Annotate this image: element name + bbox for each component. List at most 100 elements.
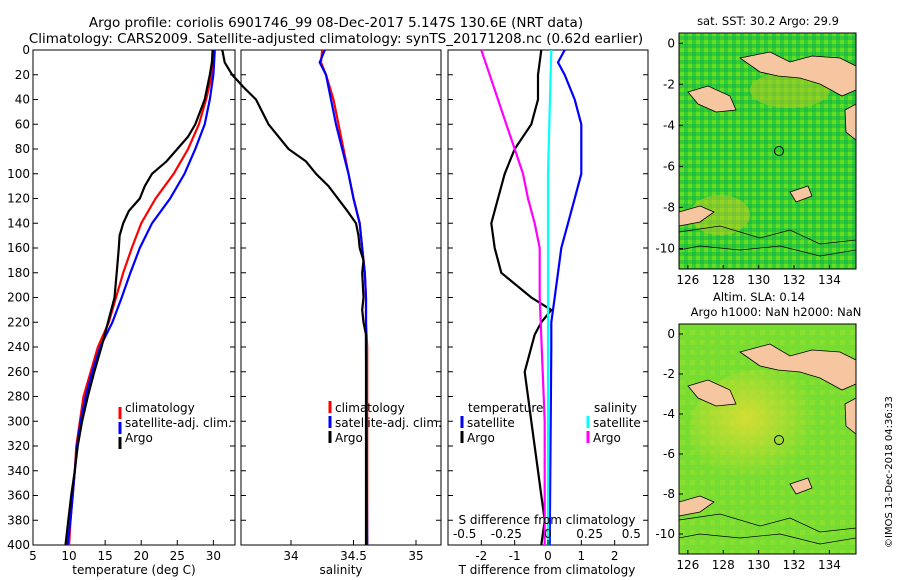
legend-satellite-label: satellite-adj. clim.: [125, 416, 232, 430]
depth-tick-label: 40: [15, 93, 30, 107]
latitude-tick-label: 0: [667, 36, 675, 50]
x-tick-label: 34: [283, 549, 298, 563]
figure-title-line-1: Argo profile: coriolis 6901746_99 08-Dec…: [89, 15, 583, 31]
difference-series: [480, 49, 583, 546]
x-tick-label: 34.5: [340, 549, 367, 563]
t-difference-axis: -2 -1 0 1 2: [475, 540, 618, 563]
salinity-series: [221, 49, 369, 546]
depth-tick-label: 180: [7, 266, 30, 280]
temperature-axis-label: temperature (deg C): [72, 563, 195, 577]
s-difference-axis-label: S difference from climatology: [459, 513, 636, 527]
salinity-plot-frame: [240, 49, 442, 546]
longitude-tick-label: 130: [747, 558, 770, 572]
depth-tick-label: 380: [7, 513, 30, 527]
longitude-tick-label: 132: [783, 273, 806, 287]
x-tick-label: 10: [61, 549, 76, 563]
longitude-tick-label: 134: [818, 558, 841, 572]
salinity-panel: 34 34.5 35 salinity climatology satellite-…: [221, 49, 442, 577]
depth-tick-label: 260: [7, 365, 30, 379]
longitude-tick-label: 128: [712, 558, 735, 572]
series-line-argo: [64, 49, 214, 546]
s-diff-tick-label: -0.5: [453, 527, 476, 541]
latitude-tick-label: -10: [655, 241, 675, 255]
difference-depth-ticks: [448, 49, 648, 546]
latitude-tick-label: -10: [655, 527, 675, 541]
latitude-tick-label: -2: [663, 77, 675, 91]
depth-tick-label: 140: [7, 216, 30, 230]
salinity-legend: climatology satellite-adj. clim. Argo: [328, 401, 442, 445]
depth-tick-label: 220: [7, 315, 30, 329]
argo-position-marker: [774, 146, 784, 156]
latitude-tick-label: -2: [663, 367, 675, 381]
latitude-tick-label: -6: [663, 447, 675, 461]
s-diff-tick-label: -0.25: [491, 527, 522, 541]
x-tick-label: 20: [134, 549, 149, 563]
depth-tick-label: 0: [22, 43, 30, 57]
depth-axis: 0 20 40 60 80 100 120 140 160 180 200 220 240 260 280 3…: [7, 43, 235, 552]
x-tick-label: 0: [544, 549, 552, 563]
depth-tick-label: 360: [7, 489, 30, 503]
legend-satellite-label: satellite-adj. clim.: [335, 416, 442, 430]
figure-title-line-2: Climatology: CARS2009. Satellite-adjuste…: [29, 31, 643, 47]
s-diff-tick-label: 0.25: [576, 527, 603, 541]
sla-map-title-line-1: Altim. SLA: 0.14: [713, 290, 805, 304]
x-tick-label: 30: [206, 549, 221, 563]
series-line-s-satellite: [546, 49, 553, 545]
salinity-axis: 34 34.5 35: [283, 540, 424, 563]
depth-tick-label: 120: [7, 192, 30, 206]
sla-map-panel: Altim. SLA: 0.14 Argo h1000: NaN h2000: …: [655, 290, 861, 572]
legend-salinity-title: salinity: [594, 401, 637, 415]
s-diff-tick-label: 0: [544, 527, 552, 541]
legend-t-argo-label: Argo: [467, 431, 495, 445]
sla-map-frame: [678, 323, 857, 555]
x-tick-label: 5: [29, 549, 37, 563]
latitude-tick-label: -8: [663, 200, 675, 214]
latitude-tick-label: -4: [663, 407, 675, 421]
depth-tick-label: 300: [7, 414, 30, 428]
sst-map-axes: 126 128 130 132 134 0 -2 -4 -6 -8 -10: [655, 36, 841, 287]
temperature-panel: 0 20 40 60 80 100 120 140 160 180 200 220 240 260 280 3…: [7, 43, 236, 577]
land-mass: [687, 379, 737, 407]
sst-map-frame: [678, 32, 857, 270]
series-line-satellite-adj-clim-: [318, 49, 369, 546]
depth-tick-label: 340: [7, 464, 30, 478]
x-tick-label: 25: [170, 549, 185, 563]
depth-tick-label: 280: [7, 390, 30, 404]
longitude-tick-label: 126: [676, 273, 699, 287]
series-line-argo: [221, 49, 368, 545]
depth-tick-label: 320: [7, 439, 30, 453]
land-mass: [687, 85, 737, 113]
latitude-tick-label: -6: [663, 159, 675, 173]
depth-tick-label: 60: [15, 117, 30, 131]
legend-argo-label: Argo: [335, 431, 363, 445]
series-line-t-satellite: [548, 49, 583, 546]
imos-watermark: ©IMOS 13-Dec-2018 04:36:33: [884, 396, 895, 548]
latitude-tick-label: -4: [663, 118, 675, 132]
longitude-tick-label: 128: [712, 273, 735, 287]
salinity-depth-ticks: [241, 49, 441, 546]
sst-map-title: sat. SST: 30.2 Argo: 29.9: [697, 14, 839, 28]
land-mass: [789, 185, 813, 203]
longitude-tick-label: 130: [747, 273, 770, 287]
x-tick-label: 35: [408, 549, 423, 563]
x-tick-label: 2: [611, 549, 619, 563]
x-tick-label: 1: [578, 549, 586, 563]
depth-tick-label: 200: [7, 291, 30, 305]
legend-climatology-label: climatology: [125, 401, 195, 415]
depth-tick-label: 100: [7, 167, 30, 181]
x-tick-label: -1: [509, 549, 521, 563]
legend-temperature-title: temperature: [468, 401, 543, 415]
legend-climatology-label: climatology: [335, 401, 405, 415]
difference-legend: temperature salinity satellite Argo sate…: [460, 401, 641, 445]
legend-s-argo-label: Argo: [593, 431, 621, 445]
series-line-t-argo: [490, 49, 553, 546]
sla-map-title-line-2: Argo h1000: NaN h2000: NaN: [691, 305, 862, 319]
legend-t-satellite-label: satellite: [467, 416, 515, 430]
latitude-tick-label: 0: [667, 327, 675, 341]
temperature-legend: climatology satellite-adj. clim. Argo: [118, 401, 232, 449]
depth-tick-label: 20: [15, 68, 30, 82]
longitude-tick-label: 132: [783, 558, 806, 572]
salinity-axis-label: salinity: [319, 563, 362, 577]
legend-argo-label: Argo: [125, 431, 153, 445]
